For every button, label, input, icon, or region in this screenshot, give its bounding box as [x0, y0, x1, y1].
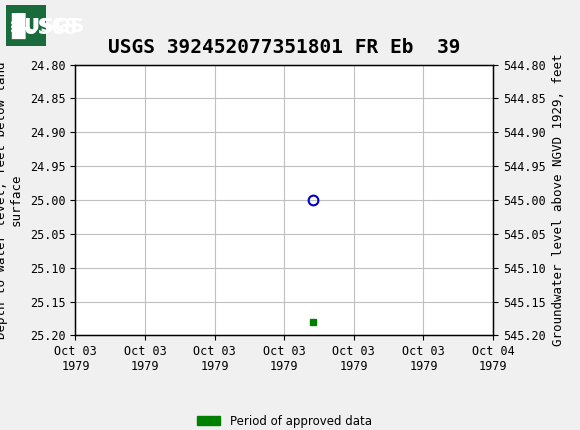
FancyBboxPatch shape	[6, 5, 46, 46]
Title: USGS 392452077351801 FR Eb  39: USGS 392452077351801 FR Eb 39	[108, 38, 461, 57]
Text: ≋USGS: ≋USGS	[9, 16, 85, 35]
Legend: Period of approved data: Period of approved data	[192, 410, 376, 430]
Y-axis label: Groundwater level above NGVD 1929, feet: Groundwater level above NGVD 1929, feet	[552, 54, 566, 346]
Y-axis label: Depth to water level, feet below land
surface: Depth to water level, feet below land su…	[0, 61, 23, 339]
Text: █USGS: █USGS	[12, 13, 78, 39]
